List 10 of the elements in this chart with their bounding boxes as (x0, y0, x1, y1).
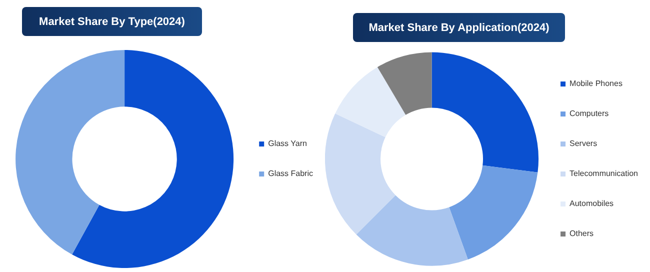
chart-title: Market Share By Application(2024) (353, 13, 565, 42)
legend-label: Servers (570, 139, 598, 148)
legend-label: Automobiles (570, 199, 614, 208)
legend-label: Glass Fabric (268, 169, 314, 178)
legend-label: Others (570, 229, 594, 238)
legend-label: Telecommunication (570, 169, 638, 178)
legend-label: Computers (570, 109, 609, 118)
legend-label: Glass Yarn (268, 139, 307, 148)
legend-label: Mobile Phones (570, 79, 622, 88)
chart-title: Market Share By Type(2024) (22, 7, 202, 36)
